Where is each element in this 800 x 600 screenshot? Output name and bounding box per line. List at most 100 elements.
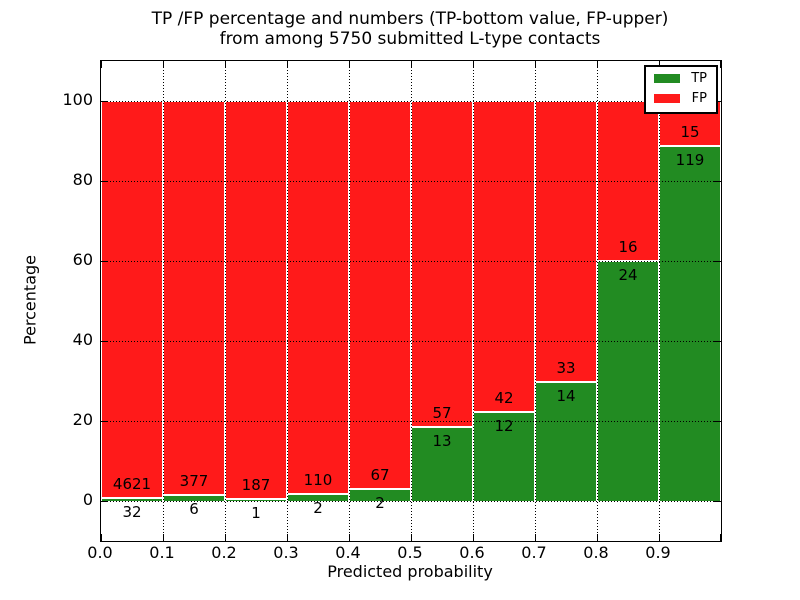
- fp-count-label: 57: [432, 403, 452, 422]
- x-tick-label: 0.7: [521, 543, 547, 562]
- x-tick-mark: [720, 61, 721, 68]
- fp-count-label: 42: [494, 389, 514, 408]
- bar-segment-tp: [597, 261, 659, 501]
- vertical-gridline: [163, 61, 164, 541]
- vertical-gridline: [225, 61, 226, 541]
- vertical-gridline: [411, 61, 412, 541]
- x-tick-mark: [659, 61, 660, 68]
- y-tick-mark: [714, 341, 721, 342]
- fp-count-label: 187: [241, 475, 271, 494]
- legend-entry-fp: FP: [654, 92, 707, 105]
- bar-segment-fp: [535, 101, 597, 382]
- x-tick-label: 0.9: [645, 543, 671, 562]
- bar-segment-fp: [473, 101, 535, 413]
- fp-count-label: 15: [680, 122, 700, 141]
- tp-count-label: 12: [494, 417, 514, 436]
- fp-count-label: 16: [618, 238, 638, 256]
- y-tick-mark: [101, 341, 108, 342]
- fp-count-label: 4621: [112, 475, 152, 494]
- y-tick-label: 0: [82, 490, 93, 509]
- tp-count-label: 24: [618, 266, 638, 284]
- horizontal-gridline: [101, 101, 721, 102]
- x-tick-label: 0.4: [335, 543, 361, 562]
- x-tick-mark: [225, 61, 226, 68]
- y-tick-label: 40: [72, 330, 93, 349]
- x-tick-mark: [597, 534, 598, 541]
- vertical-gridline: [659, 61, 660, 541]
- bar-segment-tp: [411, 426, 473, 501]
- bar-segment-tp: [473, 412, 535, 501]
- x-tick-mark: [473, 534, 474, 541]
- chart-title-line1: TP /FP percentage and numbers (TP-bottom…: [151, 9, 669, 29]
- bar-segment-fp: [287, 101, 349, 494]
- y-tick-mark: [714, 261, 721, 262]
- x-tick-label: 0.6: [459, 543, 485, 562]
- x-tick-mark: [597, 61, 598, 68]
- bar-segment-tp: [535, 381, 597, 501]
- x-tick-mark: [101, 61, 102, 68]
- x-tick-mark: [473, 61, 474, 68]
- fp-count-label: 33: [556, 358, 576, 377]
- tp-count-label: 32: [122, 503, 142, 522]
- horizontal-gridline: [101, 341, 721, 342]
- y-axis-label: Percentage: [20, 254, 40, 346]
- y-tick-mark: [101, 421, 108, 422]
- plot-area: TP FP 4621 32 377 6 187 1 110 2 67 2 57 13 42 12 33 14 1…: [100, 60, 722, 542]
- chart-title-line2: from among 5750 submitted L-type contact…: [219, 29, 601, 49]
- x-tick-label: 0.3: [273, 543, 299, 562]
- tp-count-label: 2: [313, 498, 323, 517]
- bar-segment-fp: [163, 101, 225, 495]
- fp-count-label: 110: [303, 470, 333, 489]
- horizontal-gridline: [101, 261, 721, 262]
- legend: TP FP: [644, 65, 718, 114]
- x-tick-mark: [659, 534, 660, 541]
- legend-label-fp: FP: [691, 91, 707, 106]
- tp-count-label: 13: [432, 431, 452, 450]
- y-tick-mark: [101, 101, 108, 102]
- bar-segment-fp: [411, 101, 473, 427]
- tp-count-label: 2: [375, 494, 385, 513]
- tp-count-label: 6: [189, 499, 199, 518]
- y-tick-mark: [101, 181, 108, 182]
- y-tick-mark: [714, 421, 721, 422]
- x-tick-mark: [163, 534, 164, 541]
- y-tick-mark: [714, 181, 721, 182]
- y-tick-label: 100: [62, 90, 93, 109]
- x-tick-label: 0.1: [149, 543, 175, 562]
- y-tick-label: 20: [72, 410, 93, 429]
- bar-segment-tp: [101, 498, 163, 501]
- x-tick-mark: [411, 61, 412, 68]
- x-tick-mark: [225, 534, 226, 541]
- x-tick-label: 0.8: [583, 543, 609, 562]
- y-tick-mark: [101, 261, 108, 262]
- horizontal-gridline: [101, 421, 721, 422]
- y-tick-mark: [101, 501, 108, 502]
- x-tick-label: 0.0: [87, 543, 113, 562]
- x-tick-label: 0.2: [211, 543, 237, 562]
- y-tick-label: 60: [72, 250, 93, 269]
- vertical-gridline: [597, 61, 598, 541]
- vertical-gridline: [349, 61, 350, 541]
- y-tick-label: 80: [72, 170, 93, 189]
- tp-color-swatch: [654, 74, 680, 83]
- x-tick-mark: [287, 61, 288, 68]
- x-tick-mark: [411, 534, 412, 541]
- vertical-gridline: [535, 61, 536, 541]
- x-tick-mark: [535, 61, 536, 68]
- horizontal-gridline: [101, 501, 721, 502]
- tp-count-label: 14: [556, 386, 576, 405]
- tp-count-label: 1: [251, 503, 261, 522]
- x-tick-mark: [535, 534, 536, 541]
- fp-count-label: 67: [370, 466, 390, 485]
- horizontal-gridline: [101, 181, 721, 182]
- x-tick-mark: [349, 534, 350, 541]
- y-tick-mark: [714, 501, 721, 502]
- vertical-gridline: [473, 61, 474, 541]
- x-tick-label: 0.5: [397, 543, 423, 562]
- vertical-gridline: [287, 61, 288, 541]
- x-tick-mark: [349, 61, 350, 68]
- x-tick-mark: [287, 534, 288, 541]
- tp-count-label: 119: [675, 150, 705, 169]
- bar-segment-tp: [659, 145, 721, 501]
